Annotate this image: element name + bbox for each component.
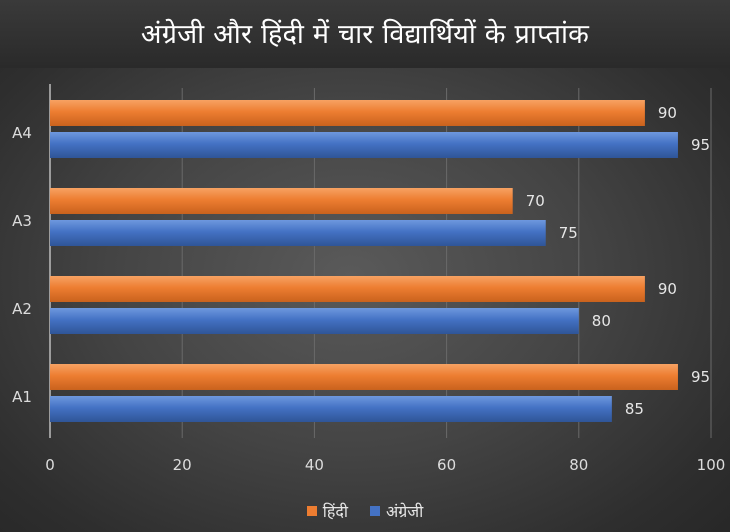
- category-label: A3: [12, 212, 32, 230]
- data-label: 90: [658, 104, 677, 122]
- bar-hindi-a2: [50, 276, 645, 302]
- bar-english-a4: [50, 132, 678, 158]
- data-label: 85: [625, 400, 644, 418]
- legend-label: अंग्रेजी: [386, 502, 424, 521]
- x-tick-label: 60: [437, 456, 456, 474]
- bar-english-a3: [50, 220, 546, 246]
- data-label: 95: [691, 368, 710, 386]
- legend-label: हिंदी: [322, 502, 348, 521]
- legend-item: अंग्रेजी: [370, 500, 423, 522]
- x-tick-label: 0: [45, 456, 55, 474]
- bar-hindi-a3: [50, 188, 513, 214]
- x-tick-label: 80: [569, 456, 588, 474]
- legend-swatch: [306, 506, 317, 516]
- bar-hindi-a1: [50, 364, 678, 390]
- legend-item: हिंदी: [306, 500, 348, 522]
- x-tick-label: 20: [173, 456, 192, 474]
- data-label: 95: [691, 136, 710, 154]
- chart-title: अंग्रेजी और हिंदी में चार विद्यार्थियों …: [140, 19, 590, 50]
- data-label: 70: [526, 192, 545, 210]
- category-label: A1: [12, 388, 32, 406]
- data-label: 75: [559, 224, 578, 242]
- legend-swatch: [370, 506, 380, 516]
- x-tick-label: 40: [305, 456, 324, 474]
- data-label: 90: [658, 280, 677, 298]
- bar-english-a1: [50, 396, 612, 422]
- x-tick-label: 100: [697, 456, 726, 474]
- bar-hindi-a4: [50, 100, 645, 126]
- data-label: 80: [592, 312, 611, 330]
- title-band: [0, 0, 730, 68]
- bar-english-a2: [50, 308, 579, 334]
- category-label: A2: [12, 300, 32, 318]
- category-label: A4: [12, 124, 32, 142]
- legend: हिंदी अंग्रेजी: [0, 498, 730, 524]
